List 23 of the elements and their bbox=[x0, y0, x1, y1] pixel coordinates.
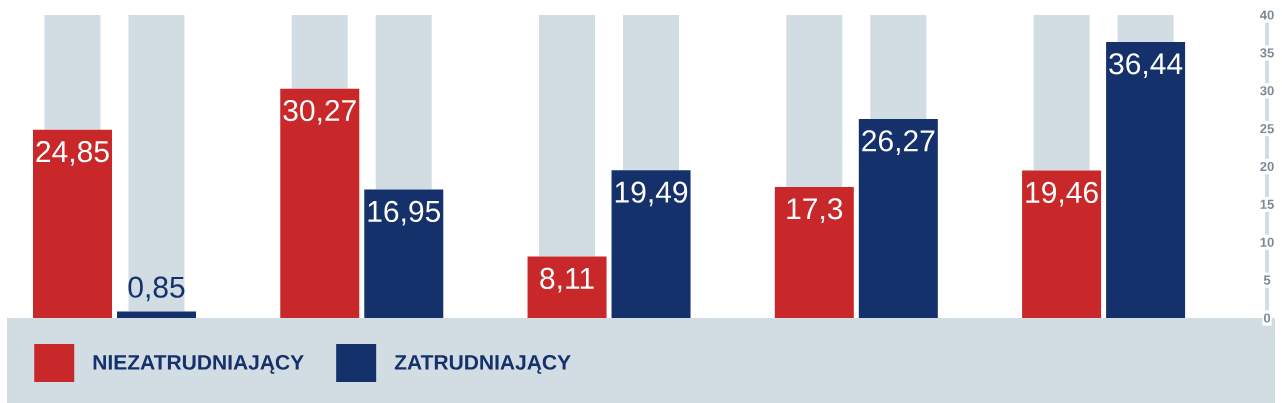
legend-label: NIEZATRUDNIAJĄCY bbox=[93, 354, 304, 374]
y-tick-label: 35 bbox=[1260, 48, 1274, 58]
y-tick-label: 25 bbox=[1260, 124, 1274, 134]
y-tick-label: 5 bbox=[1263, 275, 1271, 285]
data-label: 19,46 bbox=[1026, 181, 1098, 207]
data-label: 16,95 bbox=[368, 200, 441, 226]
y-tick-label: 0 bbox=[1263, 313, 1271, 323]
y-tick-label: 20 bbox=[1260, 161, 1274, 172]
data-label: 0,85 bbox=[128, 276, 185, 302]
y-tick-label: 10 bbox=[1260, 237, 1274, 247]
legend-label: ZATRUDNIAJĄCY bbox=[394, 354, 571, 374]
data-label: 30,27 bbox=[283, 99, 356, 125]
data-label: 19,49 bbox=[615, 181, 688, 207]
data-label: 36,44 bbox=[1109, 53, 1183, 78]
data-label: 17,3 bbox=[787, 198, 843, 223]
bar bbox=[116, 311, 196, 318]
data-label: 26,27 bbox=[862, 130, 935, 155]
data-label: 8,11 bbox=[540, 267, 594, 293]
y-tick-label: 15 bbox=[1260, 199, 1274, 209]
data-label: 24,85 bbox=[36, 140, 109, 166]
bar bbox=[527, 256, 607, 318]
y-tick-label: 40 bbox=[1260, 10, 1274, 20]
y-tick-label: 30 bbox=[1260, 86, 1274, 96]
